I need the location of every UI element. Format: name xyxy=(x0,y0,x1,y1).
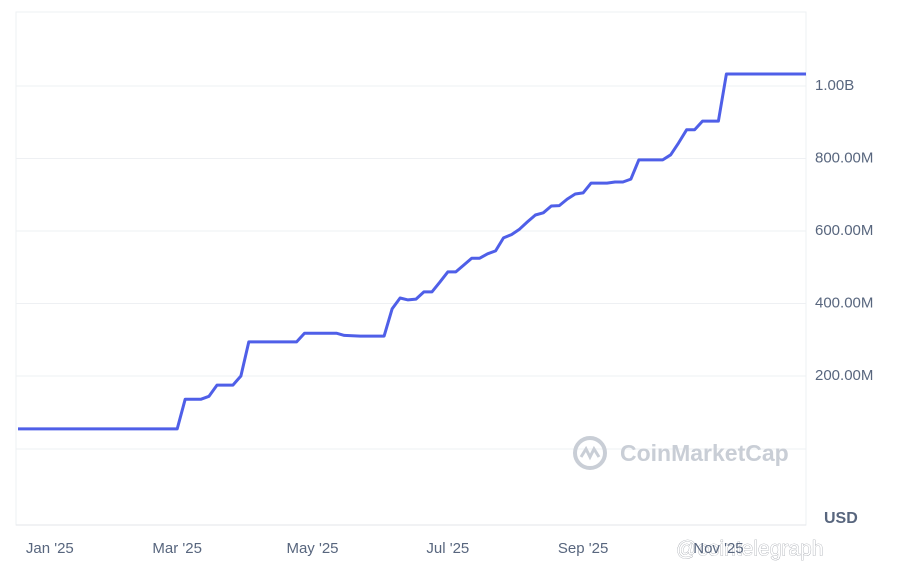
y-tick-label: 600.00M xyxy=(815,222,873,239)
x-tick-label: Jan '25 xyxy=(26,540,74,557)
x-tick-label: Nov '25 xyxy=(693,540,743,557)
x-tick-label: Sep '25 xyxy=(558,540,608,557)
y-tick-label: 800.00M xyxy=(815,149,873,166)
watermark: CoinMarketCap xyxy=(620,440,789,466)
x-tick-label: Mar '25 xyxy=(152,540,202,557)
x-tick-label: Jul '25 xyxy=(426,540,469,557)
y-axis-label: USD xyxy=(824,510,858,527)
y-tick-label: 1.00B xyxy=(815,77,854,94)
watermark: @cointelegraph xyxy=(676,538,823,561)
line-series xyxy=(18,72,806,431)
y-tick-label: 200.00M xyxy=(815,367,873,384)
y-tick-label: 400.00M xyxy=(815,294,873,311)
watermark-logo xyxy=(573,436,607,470)
x-tick-label: May '25 xyxy=(286,540,338,557)
